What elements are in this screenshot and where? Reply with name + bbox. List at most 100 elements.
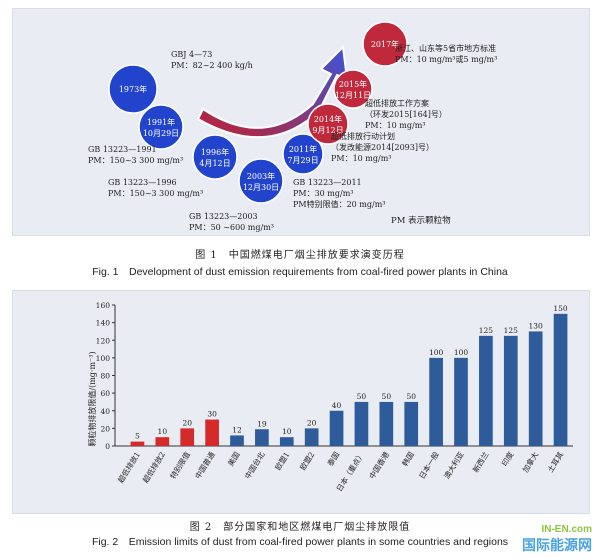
timeline-node: 2011年 7月29日: [282, 133, 324, 175]
bar: [429, 357, 443, 446]
bar: [528, 331, 543, 446]
watermark-cn: 国际能源网: [522, 537, 592, 553]
node-circle: [307, 103, 349, 145]
timeline-diagram: 1973年1991年10月29日1996年4月12日2003年12月30日201…: [88, 21, 497, 232]
note-line: GBJ 4—73: [171, 50, 212, 59]
figure2-caption-cn: 图 2 部分国家和地区燃煤电厂烟尘排放限值: [189, 522, 411, 533]
note-line: PM：30 mg/m³: [293, 189, 354, 198]
note-line: （发改能源2014[2093]号）: [331, 142, 434, 152]
y-tick-label: 0: [105, 442, 110, 451]
node-year: 1973年: [119, 84, 147, 94]
x-category-label: 超低排放1: [115, 450, 142, 485]
bar-chart: 颗粒物排放限值/(mg·m⁻³) 0 20 40 60 80 100 120 140 160 5…: [87, 301, 573, 493]
bar: [404, 401, 419, 446]
bar: [503, 335, 518, 446]
note-line: PM：50 ~600 mg/m³: [189, 223, 274, 232]
figure2-panel: 颗粒物排放限值/(mg·m⁻³) 0 20 40 60 80 100 120 140 160 5…: [12, 290, 590, 514]
timeline-node: 1991年 10月29日: [138, 104, 184, 150]
y-tick-label: 160: [96, 301, 111, 310]
x-category-label: 中国普通: [192, 449, 217, 480]
bar: [155, 437, 170, 446]
bar-value-label: 30: [207, 410, 217, 419]
bar-value-label: 130: [529, 321, 544, 330]
standard-note: GBJ 4—73 PM：82~2 400 kg/h: [171, 50, 253, 70]
bar-value-label: 125: [504, 326, 519, 335]
x-category-label: 中国香港: [367, 449, 392, 480]
y-tick-label: 120: [96, 336, 111, 345]
y-tick-label: 60: [100, 389, 110, 398]
node-date: 4月12日: [199, 159, 230, 168]
timeline-node: 2014年 9月12日: [307, 103, 349, 145]
x-category-label: 欧盟1: [273, 450, 292, 472]
note-line: PM特别限值：20 mg/m³: [293, 199, 386, 209]
bar-value-label: 10: [158, 427, 168, 436]
note-line: GB 13223—1991: [88, 145, 157, 154]
bar-value-label: 20: [182, 418, 192, 427]
bar: [279, 437, 294, 446]
note-line: GB 13223—1996: [108, 178, 177, 187]
node-year: 2017年: [371, 39, 399, 49]
bar: [354, 401, 369, 446]
note-line: GB 13223—2011: [293, 178, 362, 187]
x-category-label: 韩国: [399, 450, 415, 468]
x-category-label: 日本一般: [416, 449, 441, 480]
bar-value-label: 100: [429, 348, 444, 357]
figure1-caption-cn: 图 1 中国燃煤电厂烟尘排放要求演变历程: [195, 250, 405, 261]
x-category-label: 土耳其: [545, 449, 566, 474]
watermark: IN-EN.com 国际能源网: [522, 524, 592, 555]
timeline-node: 1973年: [108, 64, 158, 114]
bar-value-label: 150: [553, 304, 568, 313]
node-date: 9月12日: [312, 126, 343, 135]
x-category-label: 新西兰: [470, 449, 491, 474]
bar-value-label: 20: [307, 418, 317, 427]
bar: [329, 410, 344, 446]
note-line: PM：10 mg/m³: [365, 121, 426, 130]
bar-value-label: 40: [332, 401, 342, 410]
note-line: PM：10 mg/m³: [331, 154, 392, 163]
note-line: 超低排放工作方案: [365, 98, 429, 108]
x-category-label: 澳大利亚: [441, 449, 466, 480]
node-date: 10月29日: [143, 129, 179, 138]
x-category-label: 中国台北: [242, 449, 267, 480]
y-tick-label: 140: [96, 319, 111, 328]
timeline-node: 2003年 12月30日: [238, 158, 284, 204]
bar: [230, 435, 244, 446]
bar: [255, 429, 269, 446]
node-year: 1991年: [147, 117, 175, 127]
x-category-label: 加拿大: [520, 449, 541, 474]
bar-value-label: 50: [382, 392, 392, 401]
bar-value-label: 125: [479, 326, 494, 335]
bar-value-label: 5: [135, 432, 140, 441]
bar: [180, 428, 195, 446]
bar: [454, 357, 468, 446]
note-line: PM：150~3 300 mg/m³: [108, 189, 203, 198]
note-line: GB 13223—2003: [189, 212, 258, 221]
bar-value-label: 19: [257, 419, 267, 428]
note-line: PM：10 mg/m³或5 mg/m³: [395, 54, 497, 64]
note-line: PM：150~3 300 mg/m³: [88, 156, 183, 165]
note-line: 超低排放行动计划: [331, 131, 395, 141]
bar: [304, 428, 319, 446]
x-category-label: 欧盟2: [297, 450, 316, 472]
x-category-label: 泰国: [325, 450, 341, 468]
node-circle: [108, 64, 158, 114]
y-axis-label: 颗粒物排放限值/(mg·m⁻³): [87, 351, 97, 446]
x-category-label: 美国: [225, 450, 241, 468]
node-circle: [333, 69, 373, 109]
figure1-caption-en: Fig. 1 Development of dust emission requ…: [92, 266, 508, 278]
standard-note: GB 13223—2003 PM：50 ~600 mg/m³: [189, 212, 274, 232]
note-line: （环发2015[164]号）: [365, 109, 447, 119]
note-line: PM：82~2 400 kg/h: [171, 61, 253, 70]
bar-value-label: 12: [232, 425, 242, 434]
y-tick-label: 40: [100, 407, 110, 416]
node-year: 2015年: [339, 79, 367, 89]
node-date: 12月11日: [335, 91, 371, 100]
node-year: 2014年: [314, 114, 342, 124]
bar: [205, 419, 219, 446]
figure2-caption-en: Fig. 2 Emission limits of dust from coal…: [91, 536, 509, 548]
node-year: 2011年: [289, 144, 317, 154]
timeline-node: 2015年 12月11日: [333, 69, 373, 109]
x-category-label: 超低排放2: [140, 450, 167, 485]
